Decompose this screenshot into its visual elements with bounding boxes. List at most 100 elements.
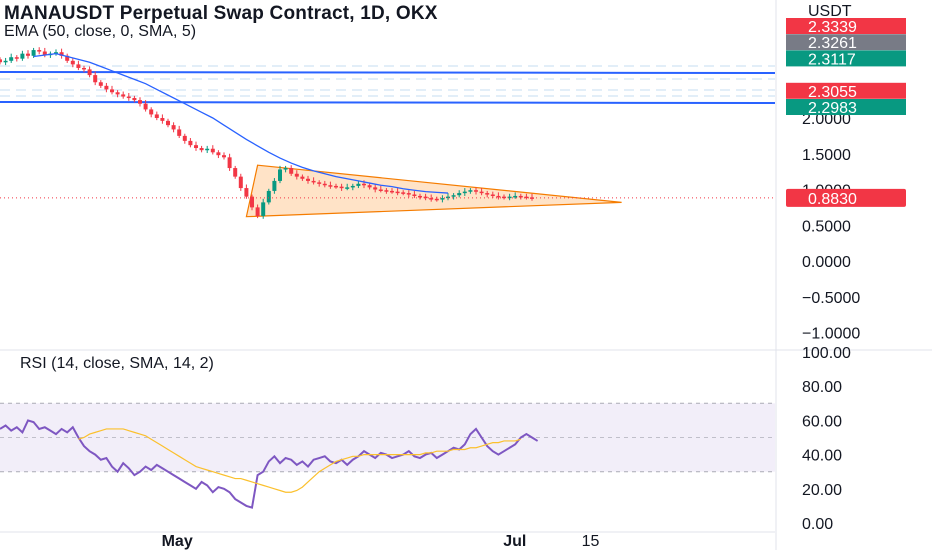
- candle-body: [412, 194, 417, 197]
- candle-body: [182, 135, 187, 141]
- candle-body: [9, 57, 14, 61]
- price-tick-label: −1.0000: [802, 326, 860, 343]
- candle-body: [188, 140, 193, 146]
- candle-body: [490, 194, 495, 197]
- time-tick-label: May: [162, 533, 193, 550]
- candle-body: [59, 52, 64, 56]
- candle-body: [390, 190, 394, 193]
- price-tick-label: 2.0000: [802, 111, 851, 128]
- candle-body: [429, 198, 434, 200]
- candle-body: [154, 114, 159, 118]
- time-tick-label: Jul: [503, 533, 526, 550]
- candle-body: [367, 185, 372, 188]
- candle-body: [244, 188, 249, 197]
- rsi-tick-label: 40.00: [802, 448, 842, 465]
- candle-body: [31, 50, 36, 56]
- candle-body: [261, 202, 266, 216]
- price-badge: [786, 66, 906, 83]
- candle-body: [104, 85, 109, 90]
- price-tick-label: −0.5000: [802, 290, 860, 307]
- candle-body: [227, 157, 232, 169]
- ema-legend-label: EMA (50, close, 0, SMA, 5): [4, 23, 197, 40]
- candle-body: [160, 118, 165, 121]
- candle-body: [26, 53, 30, 56]
- candle-body: [434, 198, 439, 201]
- candle-body: [378, 189, 383, 191]
- price-badge: [786, 50, 906, 67]
- rsi-tick-label: 60.00: [802, 413, 842, 430]
- candle-body: [362, 183, 366, 186]
- price-pane: [0, 47, 776, 219]
- price-tick-label: 1.5000: [802, 147, 851, 164]
- rsi-tick-label: 80.00: [802, 379, 842, 396]
- candle-body: [233, 168, 238, 177]
- price-badge-label: 2.3117: [808, 51, 856, 68]
- current-price-label: 0.8830: [808, 191, 857, 208]
- ema-line-start: [33, 53, 57, 58]
- candle-body: [205, 148, 210, 151]
- candle-body: [334, 185, 338, 188]
- ema-line: [55, 53, 449, 194]
- price-tick-label: 0.5000: [802, 218, 851, 235]
- price-badge-label: 2.2983: [808, 100, 857, 117]
- candle-body: [395, 191, 400, 194]
- horizontal-level-line: [0, 71, 776, 74]
- candle-body: [138, 100, 142, 104]
- candle-body: [518, 195, 523, 198]
- candle-body: [294, 173, 299, 177]
- price-badge-label: 2.3261: [808, 35, 857, 52]
- price-badge: [786, 34, 906, 51]
- price-tick-label: 0.0000: [802, 254, 851, 271]
- candle-body: [440, 198, 445, 200]
- candle-body: [289, 168, 294, 174]
- candle-body: [194, 145, 198, 149]
- candle-body: [121, 94, 126, 97]
- candle-body: [479, 191, 484, 194]
- candle-body: [210, 148, 215, 153]
- candle-body: [451, 195, 456, 197]
- rsi-legend-label: RSI (14, close, SMA, 14, 2): [20, 355, 214, 372]
- candle-body: [238, 176, 243, 189]
- candle-body: [311, 180, 316, 183]
- candle-body: [496, 195, 501, 198]
- candle-body: [250, 196, 254, 208]
- candle-body: [20, 53, 25, 59]
- candle-body: [272, 180, 277, 191]
- candle-body: [132, 97, 137, 101]
- candle-body: [373, 187, 378, 190]
- price-badge: [786, 18, 906, 34]
- candle-body: [462, 191, 467, 194]
- candle-body: [317, 182, 322, 184]
- price-badge: [786, 99, 906, 115]
- candle-body: [76, 64, 81, 68]
- chart-title: MANAUSDT Perpetual Swap Contract, 1D, OK…: [4, 3, 438, 24]
- candle-body: [322, 183, 327, 186]
- candle-body: [485, 193, 490, 195]
- horizontal-level-line: [0, 101, 776, 104]
- candle-body: [177, 129, 182, 136]
- price-badge: [786, 82, 906, 99]
- candle-body: [339, 186, 344, 189]
- candle-body: [143, 103, 148, 110]
- currency-label: USDT: [808, 3, 852, 20]
- price-badge-label: 2.3057: [808, 68, 857, 85]
- candle-body: [110, 89, 114, 93]
- candle-body: [266, 190, 271, 203]
- candle-body: [166, 120, 170, 126]
- candle-body: [328, 185, 333, 187]
- candle-body: [42, 51, 47, 56]
- rsi-tick-label: 20.00: [802, 482, 842, 499]
- current-price-badge: [786, 188, 906, 207]
- price-badge-label: 2.3055: [808, 84, 857, 101]
- candle-body: [98, 82, 103, 86]
- candle-body: [14, 57, 19, 59]
- triangle-pattern: [245, 164, 622, 218]
- candle-body: [513, 195, 518, 198]
- candle-body: [507, 196, 512, 199]
- price-badge-label: 2.3339: [808, 19, 857, 36]
- candle-body: [468, 190, 473, 192]
- axis-layer: 2.00001.50001.00000.50000.0000−0.5000−1.…: [162, 3, 906, 550]
